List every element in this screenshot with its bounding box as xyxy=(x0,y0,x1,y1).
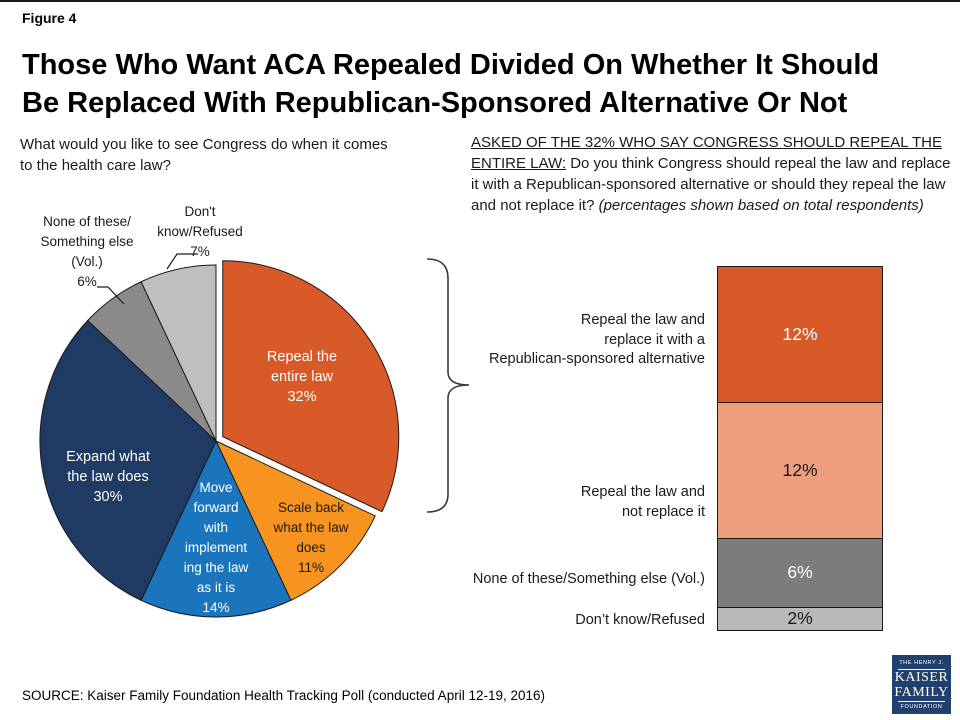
grouping-brace xyxy=(426,258,470,513)
pie-slice-6 xyxy=(140,264,217,442)
pie-slices-group xyxy=(39,260,400,618)
bar-label-repeal-replace: Repeal the law and replace it with a Repub… xyxy=(488,312,705,367)
bar-segment-value: 12% xyxy=(782,460,818,480)
page-title: Those Who Want ACA Repealed Divided On W… xyxy=(22,49,880,119)
pie-slice-4 xyxy=(39,319,217,601)
bar-question-italic: (percentages shown based on total respon… xyxy=(598,197,924,214)
leader-line-dontknow-slice xyxy=(166,253,198,270)
bar-question-text: ASKED OF THE 32% WHO SAY CONGRESS SHOULD… xyxy=(471,132,951,216)
brace-path xyxy=(426,258,470,513)
bar-label-repeal-not-replace: Repeal the law and not replace it xyxy=(580,484,705,520)
pie-slice-1 xyxy=(222,260,400,513)
stacked-bar: 12% 12% 6% 2% xyxy=(717,266,883,631)
logo-family: FAMILY xyxy=(894,684,949,700)
bar-label-none-of-these: None of these/Something else (Vol.) xyxy=(472,571,705,587)
pie-slice-3 xyxy=(140,439,292,618)
bar-label-dont-know: Don’t know/Refused xyxy=(575,612,705,628)
top-border xyxy=(0,0,960,2)
figure-label: Figure 4 xyxy=(22,10,77,26)
kff-foundation-logo: THE HENRY J. KAISER FAMILY FOUNDATION xyxy=(892,655,951,714)
logo-the-henry-j: THE HENRY J. xyxy=(898,660,945,670)
pie-label-expand-law: Expand what the law does 30% xyxy=(66,449,150,505)
bar-segment-4: 2% xyxy=(718,607,882,630)
pie-slice-2 xyxy=(214,439,376,601)
bar-segment-2: 12% xyxy=(718,403,882,539)
bar-segment-value: 6% xyxy=(787,562,813,583)
bar-segment-1: 12% xyxy=(718,267,882,403)
pie-chart xyxy=(39,253,400,618)
pie-label-repeal-entire-law: Repeal the entire law 32% xyxy=(266,349,338,405)
leader-line-none-slice xyxy=(97,286,125,305)
pie-label-dont-know: Don't know/Refused 7% xyxy=(157,204,243,259)
source-text: SOURCE: Kaiser Family Foundation Health … xyxy=(22,688,545,703)
logo-kaiser: KAISER xyxy=(894,670,949,685)
bar-segment-value: 2% xyxy=(787,608,813,629)
pie-label-scale-back: Scale back what the law does 11% xyxy=(273,500,349,575)
bar-segment-3: 6% xyxy=(718,539,882,608)
bar-segment-value: 12% xyxy=(782,324,818,344)
pie-label-move-forward: Move forward with implement ing the law as it… xyxy=(183,480,249,615)
bar-question-normal: Do you think Congress should repeal the … xyxy=(471,155,951,214)
pie-question-text: What would you like to see Congress do w… xyxy=(20,136,388,174)
logo-foundation: FOUNDATION xyxy=(898,701,945,711)
bar-question-underlined: ASKED OF THE 32% WHO SAY CONGRESS SHOULD… xyxy=(471,134,942,172)
pie-label-none-of-these: None of these/Something else (Vol.) 6% xyxy=(40,214,134,289)
